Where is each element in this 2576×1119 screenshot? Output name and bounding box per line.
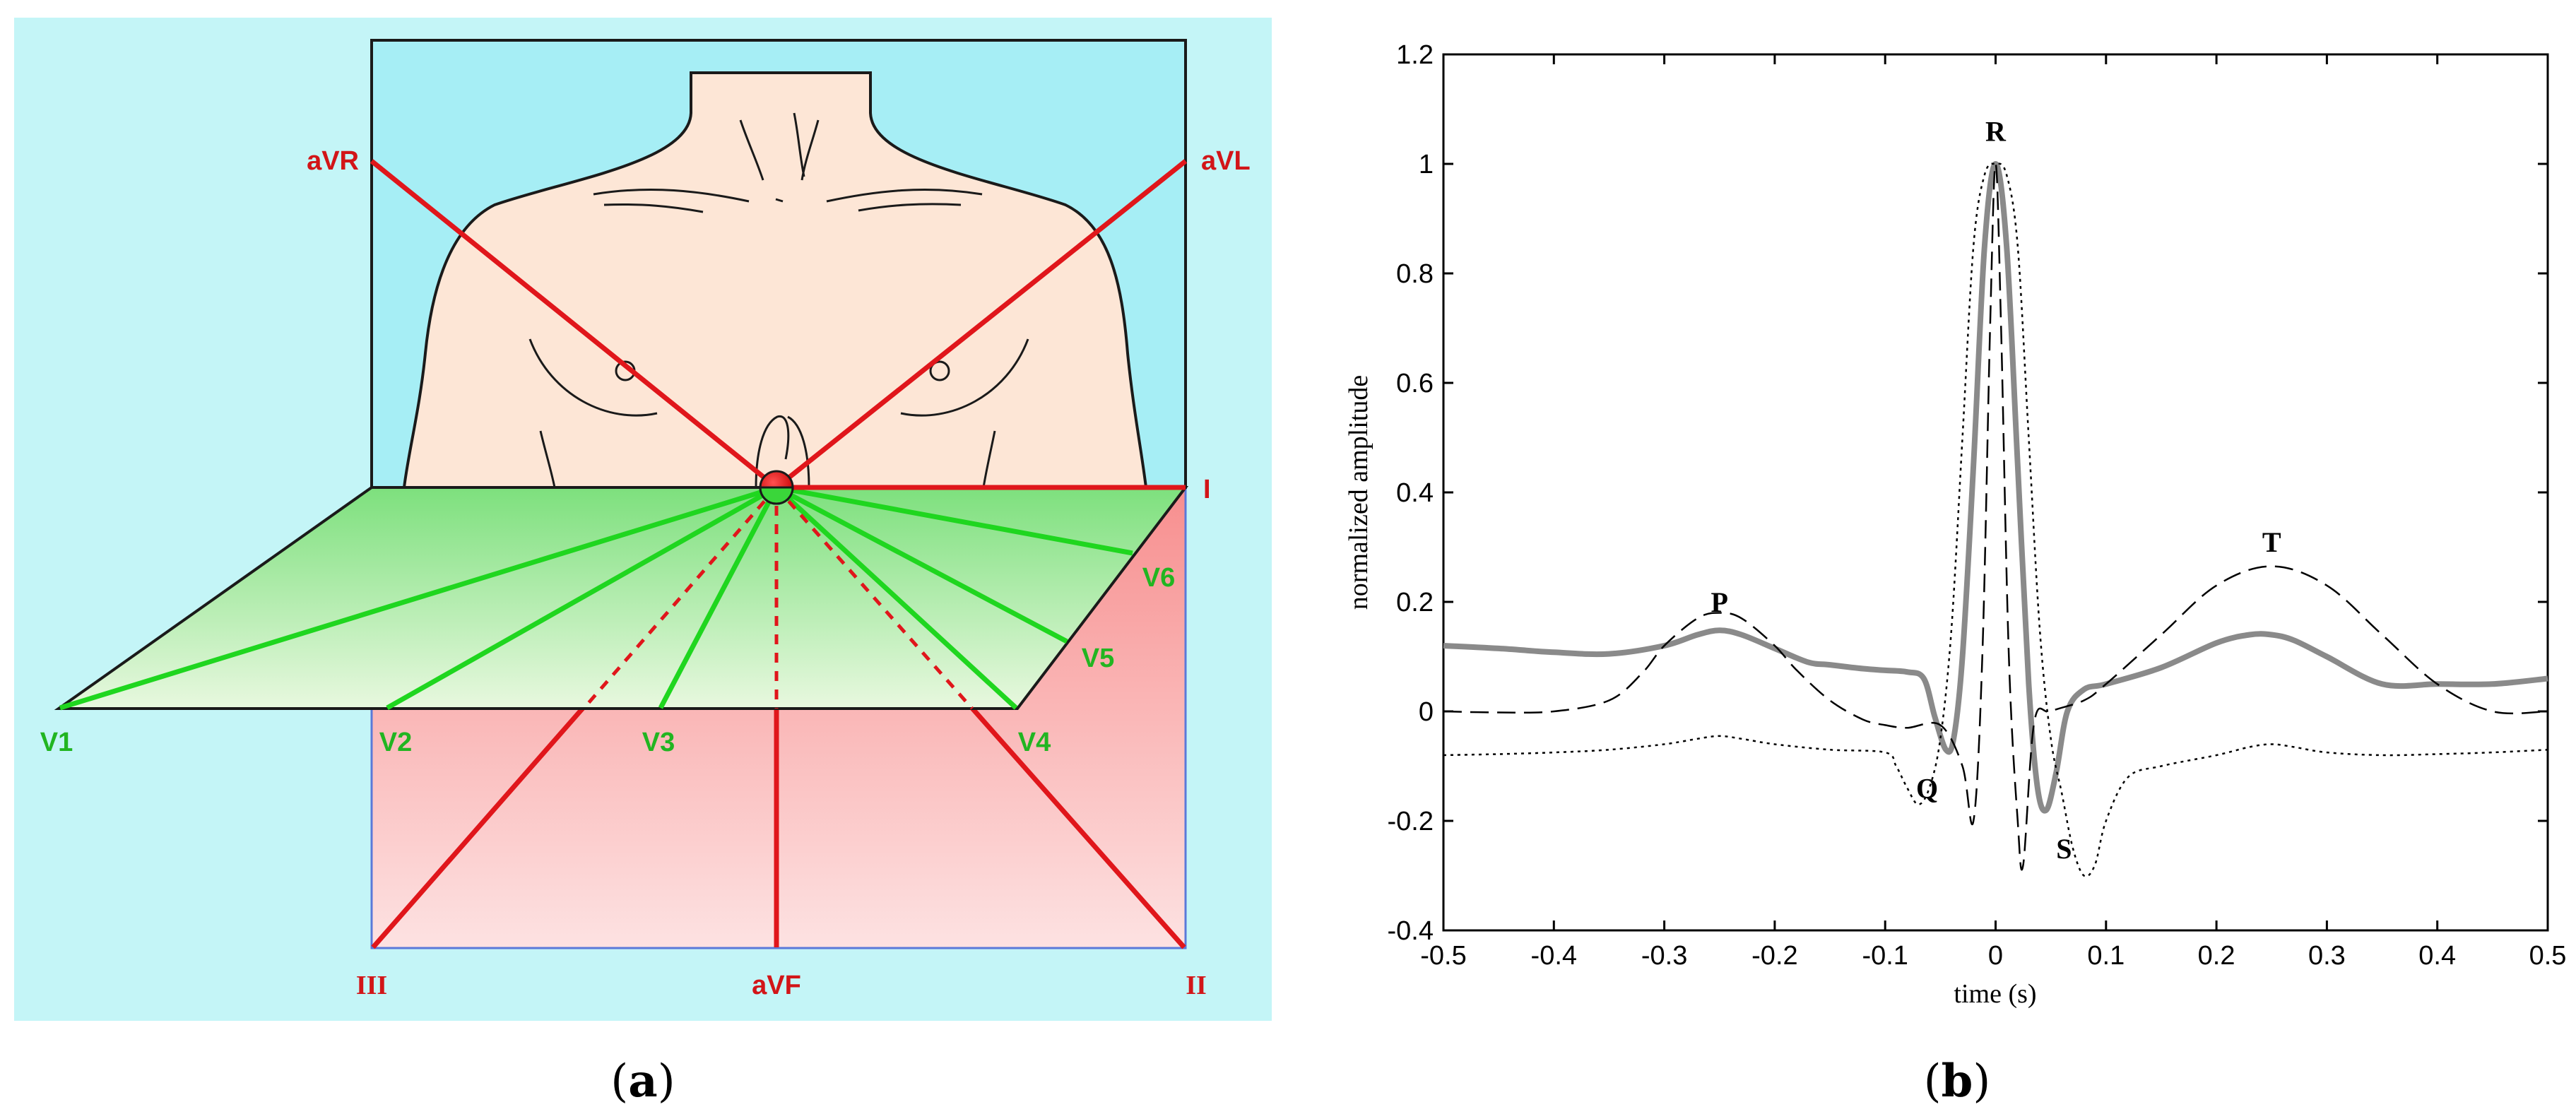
torso-clavicle-right — [826, 188, 983, 203]
lead-line-avl — [774, 159, 1188, 490]
y-tick-label: 0.6 — [1396, 369, 1434, 398]
torso-clavicle-left-2 — [603, 203, 704, 213]
torso-abdomen-right — [787, 415, 810, 488]
x-tick-label: -0.4 — [1531, 941, 1577, 971]
heart-center-marker-lower — [759, 486, 794, 505]
panel-b-caption: (b) — [1924, 1055, 1991, 1108]
lead-line-v4 — [774, 485, 1018, 710]
lead-label-v2: V2 — [379, 728, 412, 757]
torso-illustration — [402, 71, 1148, 489]
torso-clavicle-right-2 — [858, 203, 962, 212]
torso-clavicle-left — [593, 188, 750, 203]
annotation-layer: P Q R S T — [1711, 116, 2281, 865]
torso-nipple-right — [929, 360, 950, 381]
torso-pectoral-right — [900, 338, 1029, 417]
plot-area-frame — [1442, 53, 2549, 932]
torso-abdomen-left — [755, 415, 790, 488]
panel-b-chart: -0.5 -0.4 -0.3 -0.2 -0.1 0 0.1 0.2 0.3 0.4 0.5-0.4… — [1344, 40, 2566, 1009]
x-tick-label: -0.3 — [1641, 941, 1687, 971]
series-layer — [1443, 160, 2548, 877]
y-tick-label: 0.8 — [1396, 259, 1434, 289]
y-tick-label: 1 — [1419, 150, 1434, 179]
panel-a-diagram: aVR aVL I III aVF II V1 V2 V3 V4 V5 V6 — [14, 18, 1272, 1021]
lead-line-avr — [370, 159, 779, 490]
lead-line-v1 — [59, 485, 778, 711]
x-axis-label: time (s) — [1954, 979, 2036, 1009]
torso-neck-line-mid — [793, 112, 805, 177]
lead-label-v6: V6 — [1142, 563, 1175, 593]
x-tick-label: 0.3 — [2308, 941, 2346, 971]
y-tick-label: 0 — [1419, 697, 1434, 727]
lead-label-avl: aVL — [1201, 146, 1251, 176]
panel-a-caption: (a) — [610, 1055, 675, 1108]
torso-neck-line-left — [739, 119, 764, 181]
lead-line-v6 — [776, 485, 1133, 556]
series-line-1 — [1443, 160, 2548, 814]
panel-a-caption-open: ( — [610, 1055, 628, 1108]
x-tick-label: 0 — [1988, 941, 2003, 971]
y-tick-label: 0.2 — [1396, 588, 1434, 617]
lead-label-ii: II — [1186, 971, 1207, 1000]
y-tick-label: 0.4 — [1396, 478, 1434, 508]
wave-label-q: Q — [1916, 773, 1938, 805]
tick-label-layer: -0.5 -0.4 -0.3 -0.2 -0.1 0 0.1 0.2 0.3 0.4 0.5-0.4… — [1388, 40, 2567, 971]
lead-label-avr: aVR — [307, 146, 359, 176]
x-tick-label: -0.5 — [1420, 941, 1466, 971]
x-tick-label: 0.2 — [2198, 941, 2235, 971]
x-tick-label: 0.1 — [2087, 941, 2125, 971]
panel-a-caption-letter: a — [628, 1055, 657, 1108]
torso-pectoral-left — [528, 338, 658, 417]
torso-sternal-notch — [775, 198, 784, 203]
torso-arm-crease-left — [539, 430, 556, 488]
x-tick-label: -0.2 — [1751, 941, 1797, 971]
lead-line-v3 — [658, 486, 779, 709]
lead-label-v3: V3 — [642, 728, 675, 757]
y-tick-label: -0.2 — [1388, 807, 1434, 836]
wave-label-p: P — [1711, 586, 1728, 618]
panel-b-caption-open: ( — [1924, 1055, 1942, 1108]
wave-label-s: S — [2056, 833, 2072, 865]
x-tick-label: 0.5 — [2529, 941, 2567, 971]
lead-line-iii-dashed — [582, 486, 778, 710]
lead-label-i: I — [1203, 475, 1211, 504]
wave-label-r: R — [1985, 116, 2007, 148]
torso-arm-crease-right — [982, 430, 996, 488]
lead-label-v1: V1 — [40, 728, 73, 757]
y-tick-label: 1.2 — [1396, 40, 1434, 70]
lead-line-v2 — [386, 485, 778, 711]
lead-label-v4: V4 — [1018, 728, 1051, 757]
series-line-2 — [1443, 162, 2548, 871]
x-tick-label: 0.4 — [2418, 941, 2456, 971]
tick-layer — [1442, 53, 2549, 932]
panel-b-caption-letter: b — [1942, 1055, 1973, 1108]
panel-b-caption-close: ) — [1973, 1055, 1990, 1108]
wave-label-t: T — [2262, 526, 2281, 558]
lead-label-v5: V5 — [1082, 644, 1114, 673]
y-tick-label: -0.4 — [1388, 916, 1434, 946]
lead-label-iii: III — [356, 971, 387, 1000]
lead-line-v5 — [775, 485, 1068, 644]
x-tick-label: -0.1 — [1862, 941, 1908, 971]
y-axis-label: normalized amplitude — [1344, 375, 1373, 610]
panel-a-caption-close: ) — [658, 1055, 675, 1108]
lead-label-avf: aVF — [752, 971, 801, 1000]
lead-line-ii-dashed — [775, 486, 974, 710]
